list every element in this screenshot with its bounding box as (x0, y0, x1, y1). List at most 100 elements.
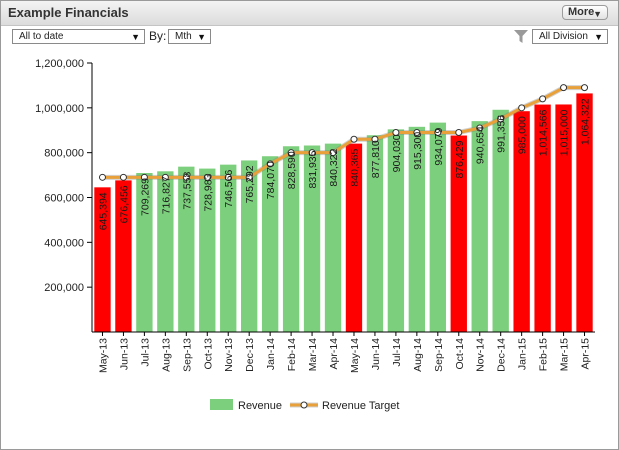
target-point (245, 173, 253, 181)
revenue-bar (115, 180, 132, 332)
bar-data-label: 934,079 (433, 127, 445, 165)
target-point (413, 128, 421, 136)
x-tick-label: Jun-14 (370, 338, 382, 370)
revenue-bar (471, 121, 488, 333)
y-tick-label: 1,200,000 (35, 58, 84, 70)
y-tick-label: 800,000 (44, 148, 84, 160)
bar-data-label: 828,590 (286, 151, 298, 189)
revenue-bar (408, 126, 426, 332)
target-line-shadow (102, 85, 585, 180)
bar-data-label: 991,356 (496, 115, 508, 153)
bar-data-label: 1,015,000 (559, 109, 571, 156)
revenue-bar (261, 156, 279, 332)
x-tick-label: Dec-14 (496, 338, 508, 372)
y-tick-label: 400,000 (44, 237, 84, 249)
bar-data-label: 904,030 (391, 134, 403, 172)
dropdown-arrow-icon: ▼ (594, 32, 603, 42)
revenue-bar (450, 135, 467, 332)
x-tick-label: Oct-14 (454, 338, 466, 370)
target-point (140, 173, 148, 181)
target-point (497, 115, 505, 123)
target-point (224, 173, 232, 181)
x-tick-label: Apr-15 (580, 338, 592, 370)
revenue-bar (555, 104, 572, 333)
x-tick-label: Nov-13 (223, 338, 235, 372)
revenue-bar (136, 173, 153, 332)
date-range-value: All to date (19, 31, 64, 42)
revenue-bar (429, 122, 446, 332)
target-point (182, 173, 190, 181)
bar-data-label: 645,394 (97, 192, 109, 230)
x-tick-label: May-14 (349, 338, 361, 373)
revenue-bar (345, 143, 363, 332)
panel-header: Example Financials More ▼ (1, 1, 618, 26)
revenue-bar (303, 145, 321, 332)
target-point (539, 95, 547, 103)
target-point (371, 135, 379, 143)
revenue-bar (534, 104, 551, 333)
bar-data-label: 709,269 (139, 178, 151, 216)
x-tick-label: Mar-14 (307, 338, 319, 371)
target-point (350, 135, 358, 143)
y-tick-label: 1,000,000 (35, 103, 84, 115)
y-tick-label: 200,000 (44, 282, 84, 294)
revenue-bar (94, 187, 111, 332)
y-tick-label: 600,000 (44, 193, 84, 205)
bar-data-label: 784,070 (265, 161, 277, 199)
target-point (308, 149, 316, 157)
bar-data-label: 876,429 (454, 140, 466, 178)
bar-data-label: 676,456 (118, 185, 130, 223)
revenue-bar (366, 135, 384, 332)
bar-data-label: 831,935 (307, 150, 319, 188)
x-tick-label: Jul-14 (391, 338, 403, 367)
target-point (518, 104, 526, 112)
legend-target-label: Revenue Target (322, 400, 399, 412)
target-point (203, 173, 211, 181)
target-point (476, 124, 484, 132)
legend-revenue-label: Revenue (238, 400, 282, 412)
bar-data-label: 716,827 (160, 176, 172, 214)
bar-data-label: 1,014,566 (538, 109, 550, 156)
x-tick-label: Jul-13 (139, 338, 151, 367)
division-value: All Division (539, 31, 588, 42)
revenue-bar (241, 160, 258, 332)
target-point (392, 128, 400, 136)
panel-title: Example Financials (8, 5, 129, 20)
revenue-bar (513, 111, 530, 332)
period-select[interactable]: Mth ▼ (168, 29, 211, 44)
legend-revenue-swatch (210, 399, 233, 410)
x-tick-label: Sep-14 (433, 338, 445, 372)
chevron-down-icon: ▼ (593, 9, 602, 19)
revenue-bar (324, 143, 342, 332)
revenue-bar (576, 93, 593, 332)
target-point (581, 84, 589, 92)
target-point (455, 128, 463, 136)
division-select[interactable]: All Division ▼ (532, 29, 608, 44)
date-range-select[interactable]: All to date ▼ (12, 29, 145, 44)
bar-data-label: 840,322 (328, 148, 340, 186)
bar-data-label: 728,983 (202, 173, 214, 211)
by-label: By: (149, 29, 167, 43)
bar-data-label: 1,064,322 (580, 98, 592, 145)
dropdown-arrow-icon: ▼ (197, 32, 206, 42)
x-tick-label: Feb-15 (538, 338, 550, 371)
x-tick-label: Dec-13 (244, 338, 256, 372)
x-tick-label: Jun-13 (118, 338, 130, 370)
x-tick-label: Aug-13 (160, 338, 172, 372)
bar-data-label: 915,300 (412, 132, 424, 170)
x-tick-label: Feb-14 (286, 338, 298, 371)
more-button[interactable]: More ▼ (562, 5, 608, 20)
x-tick-label: Sep-13 (181, 338, 193, 372)
bar-data-label: 877,810 (370, 140, 382, 178)
x-tick-label: Apr-14 (328, 338, 340, 370)
revenue-bar (157, 171, 174, 332)
revenue-bar (387, 129, 405, 332)
more-button-label: More (568, 6, 595, 18)
dropdown-arrow-icon: ▼ (131, 32, 140, 42)
target-point (560, 84, 568, 92)
x-tick-label: Oct-13 (202, 338, 214, 370)
target-point (161, 173, 169, 181)
filter-funnel-icon[interactable] (514, 30, 528, 43)
bar-data-label: 940,654 (475, 126, 487, 164)
